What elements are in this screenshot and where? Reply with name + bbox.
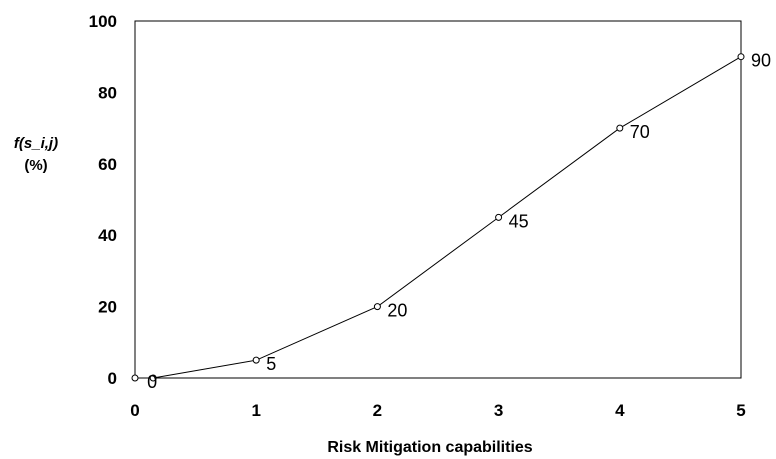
data-point — [373, 303, 381, 311]
y-tick-label: 80 — [98, 83, 117, 102]
data-point — [131, 374, 139, 382]
y-axis-label-line1: f(s_i,j) — [14, 135, 58, 152]
data-point — [737, 53, 745, 61]
y-tick-label: 40 — [98, 226, 117, 245]
y-tick-label: 0 — [108, 369, 117, 388]
y-tick-label: 60 — [98, 155, 117, 174]
x-tick-label: 2 — [373, 401, 382, 420]
x-tick-label: 1 — [251, 401, 260, 420]
x-axis-label: Risk Mitigation capabilities — [327, 439, 532, 456]
y-tick-label: 100 — [89, 12, 117, 31]
plot-area — [134, 20, 742, 379]
data-label: 90 — [751, 51, 771, 71]
x-tick-label: 0 — [130, 401, 139, 420]
x-tick-label: 5 — [736, 401, 745, 420]
x-tick-label: 4 — [615, 401, 625, 420]
data-label: 70 — [630, 122, 650, 142]
data-point — [149, 374, 157, 382]
data-label: 45 — [509, 211, 529, 231]
data-point — [616, 124, 624, 132]
y-axis-label-line2: (%) — [24, 157, 47, 174]
y-tick-label: 20 — [98, 298, 117, 317]
data-point — [495, 213, 503, 221]
data-label: 5 — [266, 354, 276, 374]
data-label: 0 — [147, 372, 157, 392]
data-label: 20 — [387, 301, 407, 321]
data-point — [252, 356, 260, 364]
x-tick-label: 3 — [494, 401, 503, 420]
